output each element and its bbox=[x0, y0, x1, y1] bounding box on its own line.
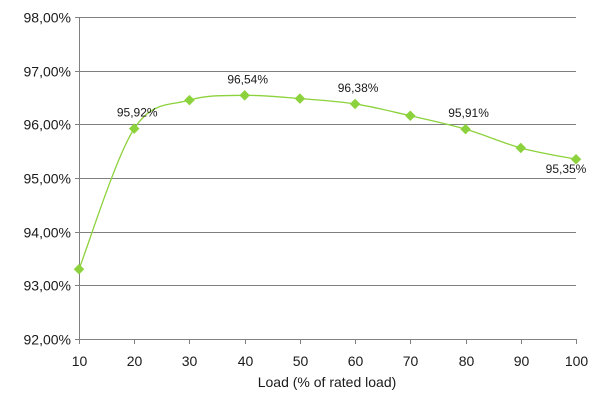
data-point-marker bbox=[128, 123, 140, 134]
x-tick-label: 60 bbox=[348, 353, 364, 369]
x-tick-label: 80 bbox=[459, 353, 475, 369]
y-tick-labels: 92,00% 93,00% 94,00% 95,00% 96,00% 97,00% 98,0… bbox=[24, 10, 71, 348]
y-tick-label: 92,00% bbox=[24, 332, 71, 348]
x-axis-title: Load (% of rated load) bbox=[258, 374, 397, 390]
data-point-marker bbox=[404, 110, 416, 122]
y-tick-label: 95,00% bbox=[24, 171, 71, 187]
data-label: 95,91% bbox=[448, 106, 489, 120]
data-point-markers bbox=[73, 89, 582, 275]
data-point-marker bbox=[239, 89, 251, 101]
x-tick-label: 50 bbox=[293, 353, 309, 369]
data-point-marker bbox=[515, 142, 527, 154]
data-point-marker bbox=[570, 153, 582, 165]
series-line bbox=[78, 94, 577, 270]
x-tick-label: 30 bbox=[182, 353, 198, 369]
data-label: 96,38% bbox=[338, 81, 379, 95]
x-tick-label: 90 bbox=[514, 353, 530, 369]
data-label: 96,54% bbox=[227, 72, 268, 86]
axes bbox=[75, 17, 577, 344]
series-lines bbox=[78, 94, 577, 270]
data-point-marker bbox=[349, 98, 361, 110]
x-tick-label: 10 bbox=[72, 353, 88, 369]
gridlines bbox=[79, 17, 576, 286]
y-tick-label: 98,00% bbox=[24, 10, 71, 26]
x-tick-label: 40 bbox=[238, 353, 254, 369]
y-tick-label: 96,00% bbox=[24, 117, 71, 133]
x-tick-label: 70 bbox=[403, 353, 419, 369]
y-tick-label: 97,00% bbox=[24, 64, 71, 80]
data-labels: 95,92% 96,54% 96,38% 95,91% 95,35% bbox=[117, 72, 587, 176]
data-label: 95,35% bbox=[546, 162, 587, 176]
data-label: 95,92% bbox=[117, 106, 158, 120]
data-point-marker bbox=[460, 123, 471, 135]
data-point-marker bbox=[294, 93, 306, 104]
y-tick-label: 93,00% bbox=[24, 278, 71, 294]
y-tick-label: 94,00% bbox=[24, 225, 71, 241]
data-point-marker bbox=[73, 263, 85, 275]
x-tick-label: 20 bbox=[127, 353, 143, 369]
x-tick-labels: 10 20 30 40 50 60 70 80 90 100 bbox=[72, 353, 589, 369]
data-point-marker bbox=[184, 94, 195, 106]
x-tick-label: 100 bbox=[565, 353, 589, 369]
